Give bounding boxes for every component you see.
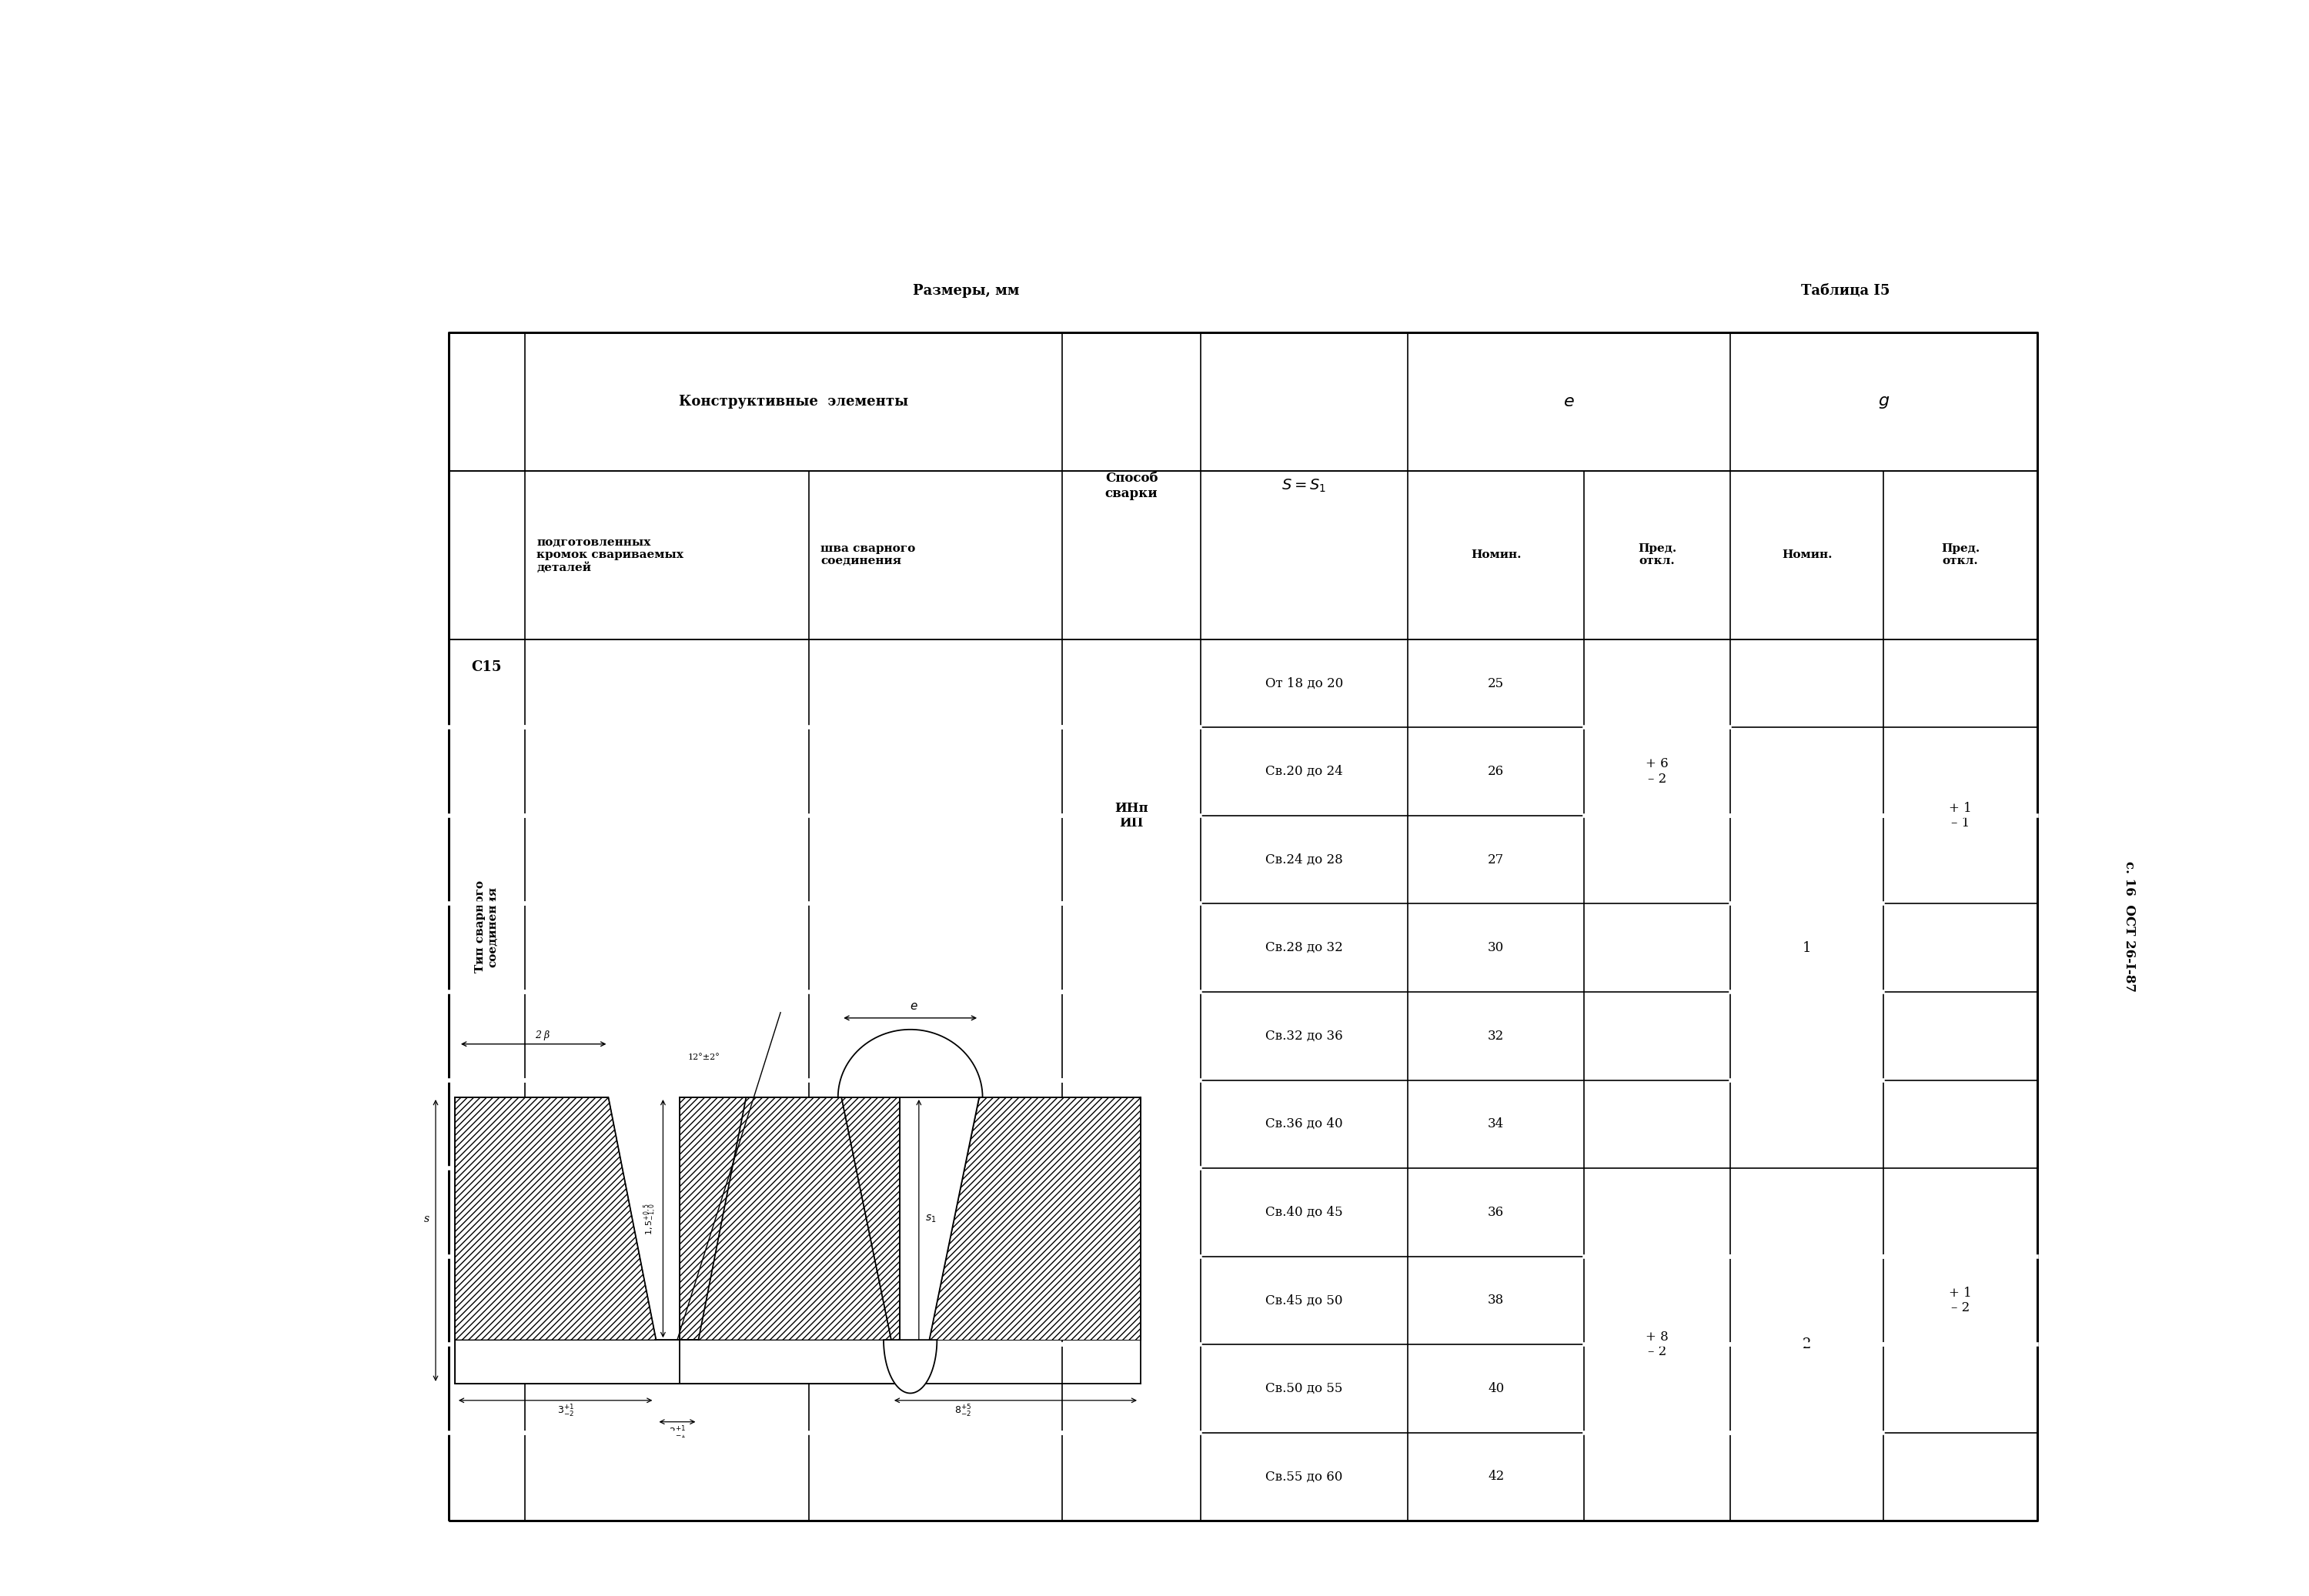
- Text: 12°±2°: 12°±2°: [688, 1053, 720, 1061]
- Text: 36: 36: [1487, 1205, 1503, 1219]
- Text: + 6
– 2: + 6 – 2: [1646, 758, 1669, 785]
- Polygon shape: [838, 1029, 984, 1098]
- Text: 1: 1: [1803, 942, 1810, 954]
- Text: 2: 2: [1803, 1337, 1810, 1352]
- Text: $S = S_1$: $S = S_1$: [1281, 477, 1325, 495]
- Text: 38: 38: [1487, 1294, 1503, 1307]
- Text: Тип сварного
соединения: Тип сварного соединения: [476, 881, 499, 974]
- Text: 27: 27: [1487, 854, 1503, 867]
- Text: Номин.: Номин.: [1471, 549, 1522, 560]
- Text: 32: 32: [1487, 1029, 1503, 1042]
- Polygon shape: [928, 1098, 1141, 1341]
- Polygon shape: [679, 1098, 891, 1341]
- Text: Св.50 до 55: Св.50 до 55: [1265, 1382, 1344, 1395]
- Text: От 18 до 20: От 18 до 20: [1265, 677, 1344, 689]
- Text: Св.24 до 28: Св.24 до 28: [1265, 854, 1344, 867]
- Text: Номин.: Номин.: [1783, 549, 1831, 560]
- Text: 34: 34: [1487, 1117, 1503, 1130]
- Polygon shape: [697, 1098, 901, 1341]
- Text: $g$: $g$: [1877, 393, 1889, 410]
- Text: + 1
– 2: + 1 – 2: [1949, 1286, 1972, 1315]
- Text: s: s: [425, 1213, 429, 1224]
- Text: $1,5^{+0,5}_{-1,0}$: $1,5^{+0,5}_{-1,0}$: [642, 1202, 658, 1235]
- Text: С15: С15: [471, 661, 501, 674]
- Text: Конструктивные  элементы: Конструктивные элементы: [679, 394, 907, 409]
- Text: $8^{+5}_{-2}$: $8^{+5}_{-2}$: [954, 1403, 972, 1419]
- Text: 2 β: 2 β: [536, 1029, 550, 1041]
- Text: Св.45 до 50: Св.45 до 50: [1265, 1294, 1344, 1307]
- Text: 25: 25: [1487, 677, 1503, 689]
- Polygon shape: [455, 1098, 656, 1341]
- Text: Размеры, мм: Размеры, мм: [912, 284, 1021, 297]
- Text: $2^{+1}_{-1}$: $2^{+1}_{-1}$: [670, 1425, 686, 1440]
- Text: + 8
– 2: + 8 – 2: [1646, 1331, 1669, 1358]
- Text: $3^{+1}_{-2}$: $3^{+1}_{-2}$: [556, 1403, 575, 1419]
- Text: Св.20 до 24: Св.20 до 24: [1265, 764, 1344, 779]
- Text: Св.40 до 45: Св.40 до 45: [1265, 1205, 1344, 1219]
- Text: шва сварного
соединения: шва сварного соединения: [820, 543, 914, 567]
- Text: Св.28 до 32: Св.28 до 32: [1265, 942, 1344, 954]
- Text: Таблица I5: Таблица I5: [1801, 284, 1889, 297]
- Text: Св.32 до 36: Св.32 до 36: [1265, 1029, 1344, 1042]
- Polygon shape: [884, 1341, 937, 1393]
- Text: $e$: $e$: [1563, 393, 1575, 410]
- Polygon shape: [455, 1341, 901, 1384]
- Text: подготовленных
кромок свариваемых
деталей: подготовленных кромок свариваемых детале…: [536, 536, 683, 573]
- Text: 30: 30: [1487, 942, 1503, 954]
- Text: Пред.
откл.: Пред. откл.: [1942, 543, 1979, 567]
- Text: Способ
сварки: Способ сварки: [1106, 472, 1157, 500]
- Text: 26: 26: [1487, 764, 1503, 779]
- Text: $s_1$: $s_1$: [926, 1213, 935, 1224]
- Text: 42: 42: [1487, 1470, 1503, 1483]
- Text: $e$: $e$: [910, 1001, 919, 1012]
- Text: Св.55 до 60: Св.55 до 60: [1265, 1470, 1344, 1483]
- Text: 40: 40: [1487, 1382, 1503, 1395]
- Text: Св.36 до 40: Св.36 до 40: [1265, 1117, 1344, 1130]
- Text: Пред.
откл.: Пред. откл.: [1637, 543, 1676, 567]
- Text: + 1
– 1: + 1 – 1: [1949, 801, 1972, 830]
- Text: ИНп
ИП: ИНп ИП: [1115, 801, 1148, 830]
- Text: с. 16  ОСТ 26-I-87: с. 16 ОСТ 26-I-87: [2122, 862, 2136, 993]
